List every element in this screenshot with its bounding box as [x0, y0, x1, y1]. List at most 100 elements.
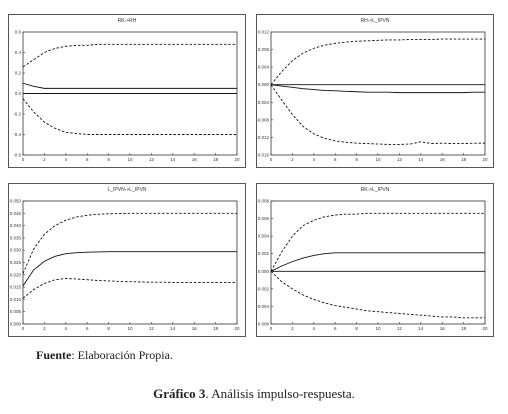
x-tick-label: 20	[482, 157, 488, 162]
y-tick-label: -0.004	[257, 100, 269, 105]
y-tick-label: -0.6	[13, 153, 21, 158]
x-tick-label: 0	[270, 326, 273, 331]
x-tick-label: 6	[334, 157, 337, 162]
x-tick-label: 2	[291, 326, 294, 331]
x-tick-label: 18	[213, 326, 219, 331]
upper-band-line	[22, 212, 237, 274]
upper-band-line	[270, 212, 485, 272]
x-tick-label: 8	[355, 157, 358, 162]
y-tick-label: 0.050	[10, 199, 22, 204]
y-tick-label: 0.025	[10, 260, 22, 265]
lower-band-line	[270, 84, 485, 145]
x-tick-label: 16	[440, 326, 446, 331]
x-tick-label: 10	[127, 157, 133, 162]
irf-chart-rh-lipvn: 0.012 0.008 0.004 0.000 -0.004 -0.008 -0.012 -0…	[257, 30, 488, 163]
x-tick-label: 16	[192, 157, 198, 162]
y-tick-label: 0.012	[258, 30, 270, 35]
source-note: Fuente: Elaboración Propia.	[36, 348, 173, 363]
source-text: : Elaboración Propia.	[71, 348, 173, 362]
irf-chart-rk-lipvn: 0.008 0.006 0.004 0.002 0.000 -0.002 -0.004 -0.…	[257, 199, 488, 332]
x-tick-label: 20	[234, 157, 240, 162]
irf-chart-lipvn-lipvn: 0.050 0.045 0.040 0.035 0.030 0.025 0.020 0.015…	[10, 199, 240, 332]
x-tick-label: 14	[170, 157, 176, 162]
panel-title: RH->L_IPVN	[360, 18, 390, 24]
x-tick-label: 16	[440, 157, 446, 162]
y-tick-label: 0.2	[15, 71, 22, 76]
x-tick-label: 2	[43, 326, 46, 331]
y-tick-label: 0.035	[10, 235, 22, 240]
upper-band-line	[22, 43, 237, 68]
figure-caption: Gráfico 3. Análisis impulso-respuesta.	[0, 386, 508, 402]
x-tick-label: 8	[355, 326, 358, 331]
y-tick-label: 0.0	[15, 91, 22, 96]
x-tick-label: 4	[65, 157, 68, 162]
response-line	[22, 251, 237, 287]
x-tick-label: 0	[22, 326, 25, 331]
plot-area-frame	[270, 200, 486, 325]
x-tick-label: 14	[418, 326, 424, 331]
y-tick-label: 0.6	[15, 30, 22, 35]
y-tick-label: 0.008	[258, 47, 270, 52]
y-tick-label: 0.005	[10, 309, 22, 314]
y-tick-label: -0.016	[257, 153, 269, 158]
y-tick-label: 0.030	[10, 248, 22, 253]
plot-area-frame	[270, 31, 486, 156]
x-tick-label: 12	[397, 326, 403, 331]
x-tick-label: 2	[43, 157, 46, 162]
y-tick-label: 0.020	[10, 272, 22, 277]
x-tick-label: 0	[22, 157, 25, 162]
panel-title: RK->L_IPVN	[360, 187, 390, 193]
panel-title: L_IPVN->L_IPVN	[107, 187, 147, 193]
x-tick-label: 4	[313, 157, 316, 162]
y-tick-label: 0.4	[15, 50, 22, 55]
plot-area-frame	[22, 200, 238, 325]
x-tick-label: 18	[461, 326, 467, 331]
y-tick-label: -0.4	[13, 132, 21, 137]
x-tick-label: 14	[418, 157, 424, 162]
irf-panel-rh-lipvn: RH->L_IPVN 0.012 0.008 0.004 0.000 -0.004 -0.…	[256, 14, 494, 168]
lower-band-line	[22, 278, 237, 299]
y-tick-label: 0.002	[258, 251, 270, 256]
x-tick-label: 14	[170, 326, 176, 331]
y-tick-label: 0.000	[258, 269, 270, 274]
x-tick-label: 6	[86, 326, 89, 331]
x-tick-label: 10	[127, 326, 133, 331]
x-tick-label: 8	[107, 326, 110, 331]
y-tick-label: -0.002	[257, 286, 269, 291]
irf-panel-rk-lipvn: RK->L_IPVN 0.008 0.006 0.004 0.002 0.000 -0.0…	[256, 183, 494, 337]
x-tick-label: 4	[313, 326, 316, 331]
y-tick-label: 0.004	[258, 234, 270, 239]
x-tick-label: 12	[149, 157, 155, 162]
y-tick-label: -0.004	[257, 304, 269, 309]
x-tick-label: 4	[65, 326, 68, 331]
x-tick-label: 6	[334, 326, 337, 331]
x-tick-label: 12	[397, 157, 403, 162]
x-tick-label: 0	[270, 157, 273, 162]
y-tick-label: 0.015	[10, 285, 22, 290]
y-tick-label: 0.000	[258, 82, 270, 87]
y-tick-label: 0.040	[10, 223, 22, 228]
response-line	[22, 82, 237, 89]
y-tick-label: 0.004	[258, 65, 270, 70]
x-tick-label: 2	[291, 157, 294, 162]
upper-band-line	[270, 38, 485, 85]
lower-band-line	[22, 98, 237, 135]
x-tick-label: 6	[86, 157, 89, 162]
lower-band-line	[270, 270, 485, 319]
irf-chart-rk-rh: 0.6 0.4 0.2 0.0 -0.2 -0.4 -0.60 2 4 6 8 10 12 14 16 18 2…	[13, 30, 240, 163]
x-tick-label: 12	[149, 326, 155, 331]
response-line	[270, 252, 485, 272]
x-tick-label: 20	[482, 326, 488, 331]
response-line	[270, 84, 485, 94]
y-tick-label: 0.000	[10, 322, 22, 327]
y-tick-label: -0.012	[257, 135, 269, 140]
y-tick-label: -0.008	[257, 117, 269, 122]
x-tick-label: 8	[107, 157, 110, 162]
y-tick-label: -0.2	[13, 112, 21, 117]
x-tick-label: 18	[213, 157, 219, 162]
y-tick-label: 0.008	[258, 199, 270, 204]
x-tick-label: 20	[234, 326, 240, 331]
x-tick-label: 10	[375, 157, 381, 162]
x-tick-label: 16	[192, 326, 198, 331]
y-tick-label: 0.006	[258, 216, 270, 221]
